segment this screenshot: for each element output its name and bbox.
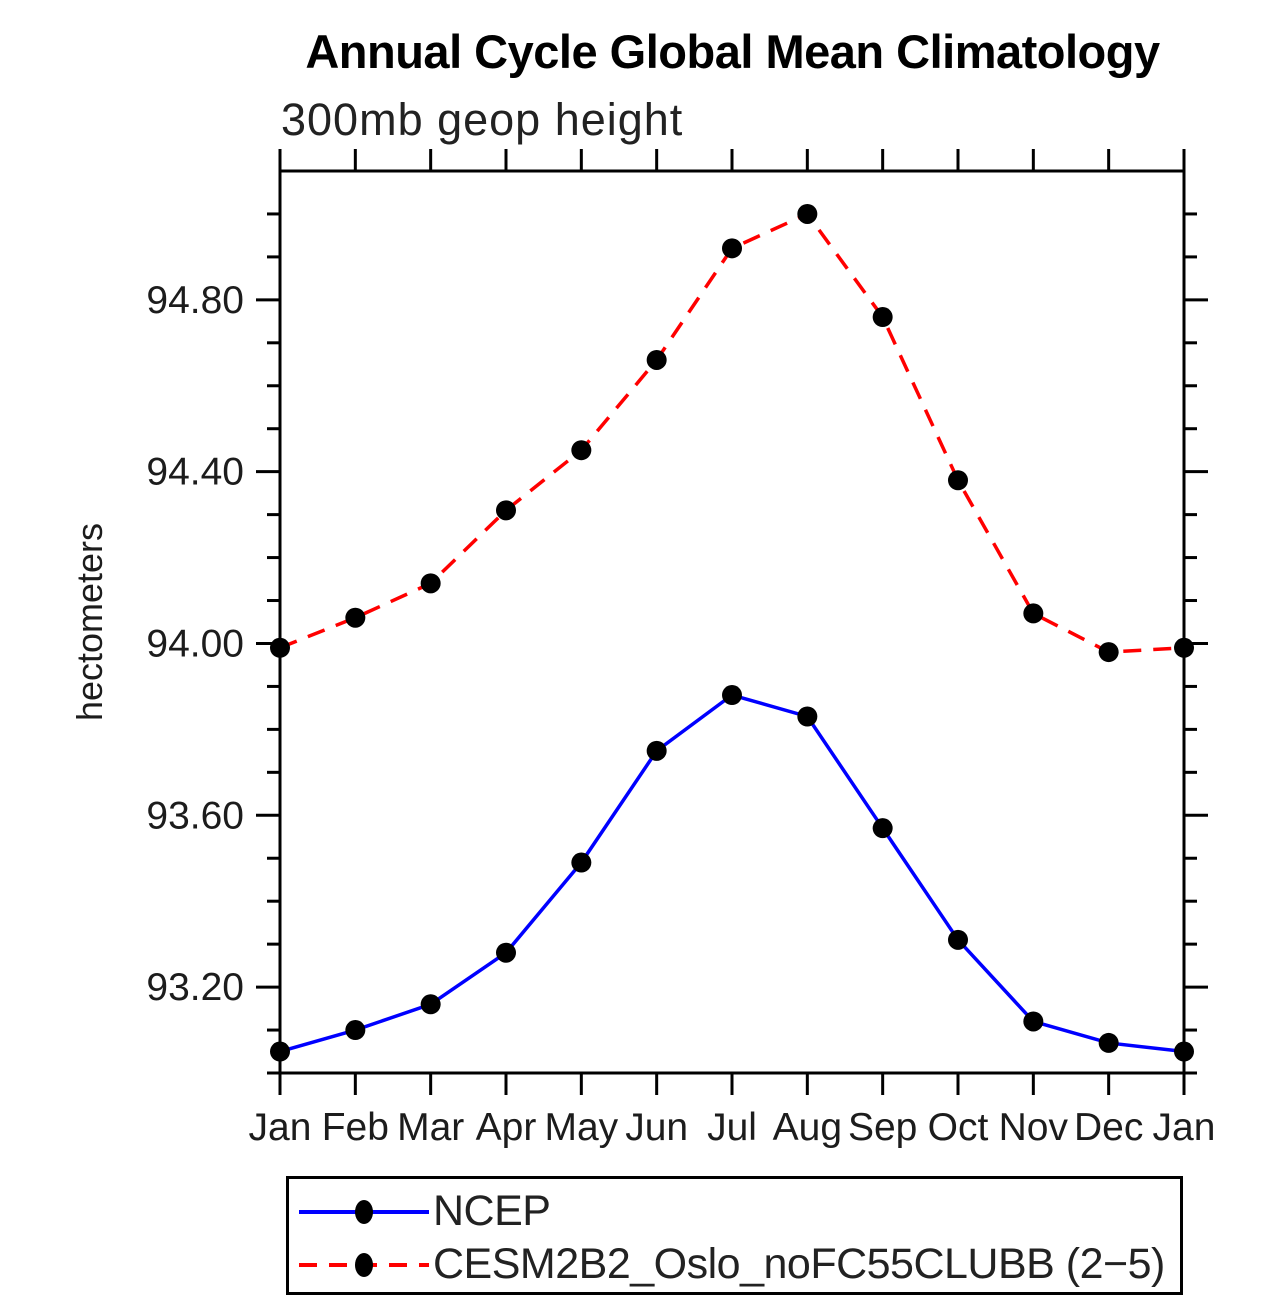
- y-axis: 93.20 93.60 94.00 94.40 94.80: [146, 212, 1208, 1075]
- series-line: [279, 211, 1185, 654]
- x-axis: Jan Feb Mar Apr May Jun Jul Aug Sep Oct Nov Dec Jan: [249, 149, 1216, 1149]
- x-tick-label: Apr: [476, 1106, 537, 1149]
- data-point-marker: [722, 238, 742, 259]
- series-line: [279, 693, 1185, 1054]
- data-point-marker: [345, 1020, 366, 1041]
- data-point-marker: [1023, 1011, 1044, 1032]
- data-point-marker: [270, 1041, 290, 1062]
- y-tick-label: 94.00: [146, 622, 244, 665]
- data-point-marker: [872, 307, 893, 328]
- legend: NCEP CESM2B2_Oslo_noFC55CLUBB (2−5): [286, 1176, 1183, 1295]
- data-point-marker: [797, 203, 818, 224]
- data-point-marker: [872, 818, 893, 839]
- data-point-marker: [948, 929, 968, 950]
- y-tick-label: 93.60: [146, 794, 244, 837]
- x-tick-label: Dec: [1074, 1106, 1143, 1149]
- data-point-marker: [1098, 1032, 1119, 1053]
- data-point-marker: [1174, 1041, 1194, 1062]
- legend-row: NCEP: [297, 1185, 1180, 1238]
- data-point-marker: [1023, 603, 1044, 624]
- data-point-marker: [571, 852, 592, 873]
- y-tick-label: 94.80: [146, 279, 244, 322]
- x-tick-label: Jan: [1153, 1106, 1216, 1149]
- series-cesm: [270, 203, 1194, 663]
- legend-row: CESM2B2_Oslo_noFC55CLUBB (2−5): [297, 1238, 1180, 1291]
- series-ncep: [270, 685, 1194, 1062]
- data-point-marker: [420, 573, 441, 594]
- x-tick-label: Jun: [625, 1106, 688, 1149]
- chart-subtitle: 300mb geop height: [281, 94, 684, 145]
- y-tick-label: 94.40: [146, 451, 244, 494]
- data-point-marker: [345, 607, 366, 628]
- x-tick-label: Jul: [707, 1106, 757, 1149]
- legend-line-sample: [299, 1252, 429, 1277]
- x-tick-label: Oct: [928, 1106, 989, 1149]
- data-point-marker: [1098, 642, 1119, 663]
- legend-marker-dot: [355, 1199, 373, 1224]
- x-tick-label: Mar: [397, 1106, 464, 1149]
- data-point-marker: [646, 349, 667, 370]
- legend-line-sample: [299, 1199, 429, 1224]
- legend-label: CESM2B2_Oslo_noFC55CLUBB (2−5): [433, 1240, 1165, 1288]
- x-tick-label: Nov: [999, 1106, 1069, 1149]
- data-point-marker: [571, 440, 592, 461]
- legend-label: NCEP: [433, 1187, 551, 1235]
- x-tick-label: Sep: [848, 1106, 917, 1149]
- y-tick-label: 93.20: [146, 966, 244, 1009]
- data-point-marker: [270, 637, 290, 658]
- y-axis-title: hectometers: [69, 523, 110, 721]
- data-point-marker: [646, 740, 667, 761]
- data-point-marker: [797, 706, 818, 727]
- x-tick-label: Feb: [322, 1106, 389, 1149]
- data-point-marker: [496, 500, 516, 521]
- data-point-marker: [496, 942, 516, 963]
- x-tick-label: Jan: [249, 1106, 312, 1149]
- x-tick-label: Aug: [773, 1106, 842, 1149]
- data-point-marker: [948, 470, 968, 491]
- data-point-marker: [722, 685, 742, 706]
- x-tick-label: May: [544, 1106, 618, 1149]
- chart-title: Annual Cycle Global Mean Climatology: [305, 25, 1160, 78]
- data-point-marker: [420, 994, 441, 1015]
- data-point-marker: [1174, 637, 1194, 658]
- legend-marker-dot: [355, 1252, 373, 1277]
